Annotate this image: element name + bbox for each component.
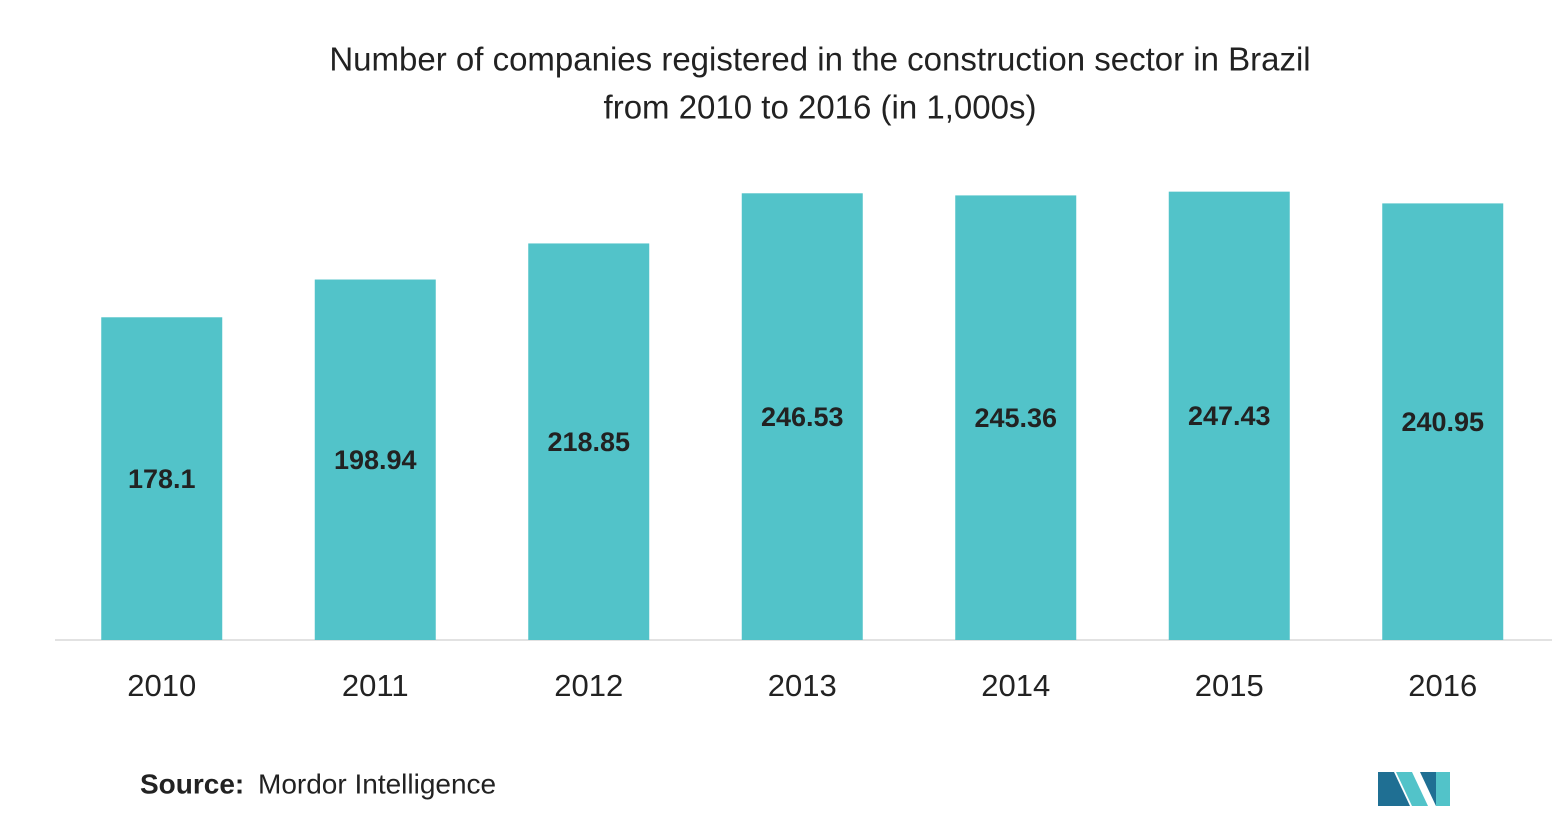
value-label: 245.36: [974, 403, 1057, 433]
logo: [1378, 772, 1450, 806]
x-tick-label: 2011: [342, 668, 409, 703]
chart-title: from 2010 to 2016 (in 1,000s): [604, 89, 1037, 126]
bar: [314, 279, 436, 640]
value-label: 247.43: [1188, 401, 1271, 431]
value-label: 246.53: [761, 402, 844, 432]
x-tick-label: 2014: [981, 668, 1050, 703]
x-tick-label: 2012: [554, 668, 623, 703]
bar: [741, 193, 863, 640]
bar: [528, 243, 650, 641]
bar: [955, 195, 1077, 640]
bar: [1382, 203, 1504, 640]
x-tick-label: 2015: [1195, 668, 1264, 703]
bar: [1168, 191, 1290, 640]
x-tick-label: 2013: [768, 668, 837, 703]
bar: [101, 317, 223, 640]
chart-title: Number of companies registered in the co…: [329, 41, 1310, 78]
value-label: 218.85: [547, 427, 630, 457]
x-tick-label: 2016: [1408, 668, 1477, 703]
value-label: 198.94: [334, 445, 417, 475]
value-label: 240.95: [1401, 407, 1484, 437]
x-tick-label: 2010: [127, 668, 196, 703]
source-text: Mordor Intelligence: [258, 768, 496, 799]
value-label: 178.1: [128, 464, 196, 494]
source-label: Source:: [140, 768, 244, 799]
